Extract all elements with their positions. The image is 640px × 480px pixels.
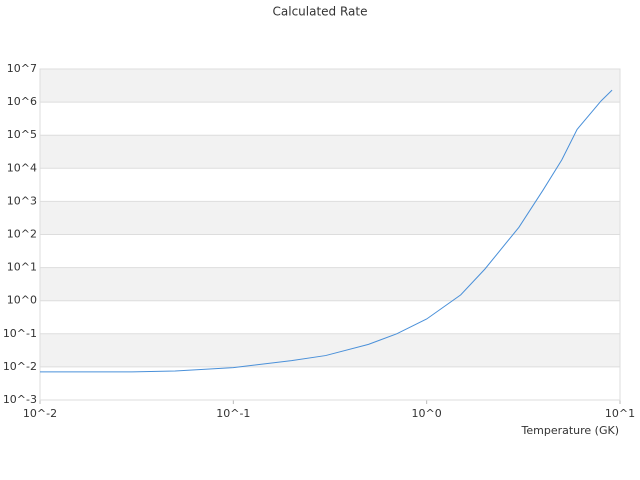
y-tick-label: 10^2 (7, 228, 37, 241)
y-tick-label: 10^-1 (3, 327, 37, 340)
grid-band (40, 201, 620, 235)
data-line (40, 89, 613, 373)
y-tick-label: 10^6 (7, 95, 37, 108)
x-tick-label: 10^-1 (216, 407, 250, 420)
grid-band (40, 135, 620, 169)
grid-band (40, 333, 620, 367)
grid-band (40, 69, 620, 103)
y-tick-label: 10^-2 (3, 360, 37, 373)
x-tick-label: 10^-2 (23, 407, 57, 420)
y-tick-label: 10^-3 (3, 393, 37, 406)
x-tick-label: 10^0 (412, 407, 442, 420)
chart-title: Calculated Rate (273, 5, 368, 19)
y-tick-label: 10^3 (7, 194, 37, 207)
y-tick-label: 10^0 (7, 294, 37, 307)
x-axis-label: Temperature (GK) (521, 424, 620, 437)
y-tick-label: 10^7 (7, 62, 37, 75)
y-tick-label: 10^5 (7, 128, 37, 141)
x-tick-label: 10^1 (605, 407, 635, 420)
y-tick-label: 10^4 (7, 161, 37, 174)
grid-band (40, 267, 620, 301)
plot-border (39, 68, 621, 401)
y-tick-label: 10^1 (7, 261, 37, 274)
